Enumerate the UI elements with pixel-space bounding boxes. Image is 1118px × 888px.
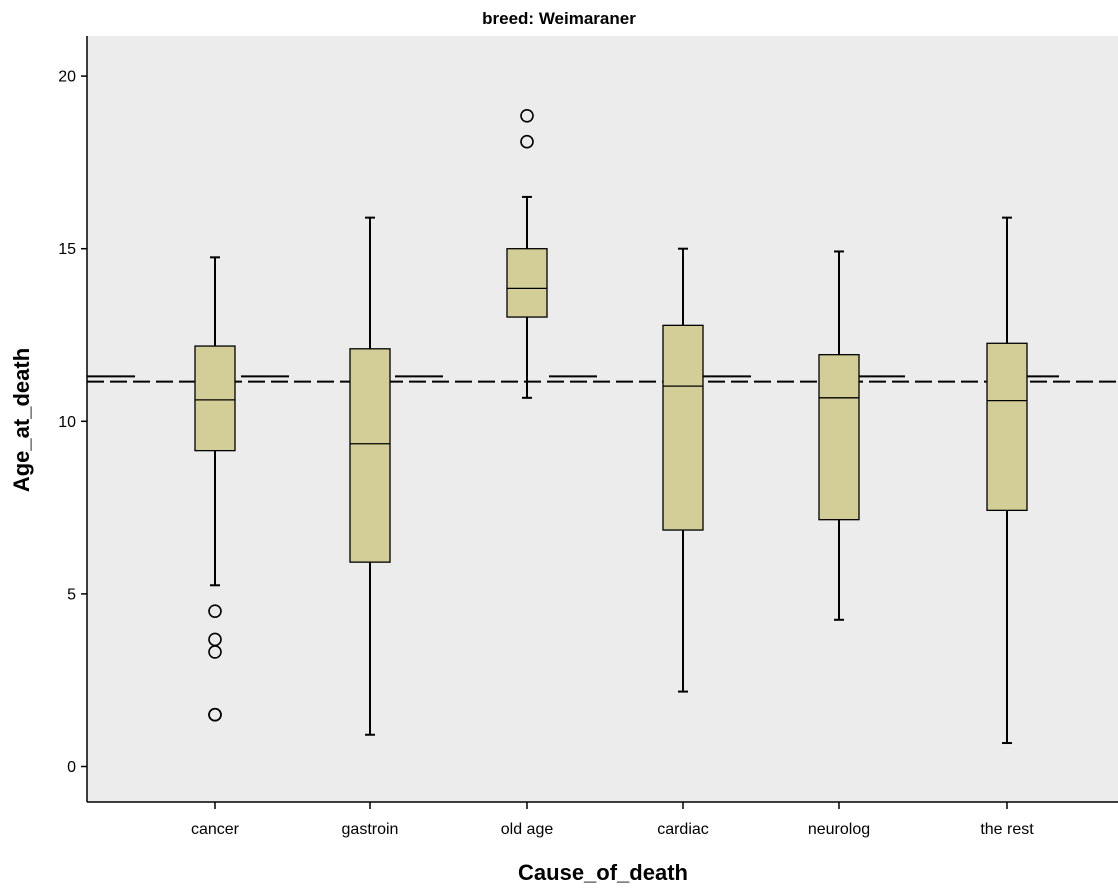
outlier-point	[208, 645, 222, 659]
box-iqr	[818, 354, 860, 521]
x-tick-label: the rest	[980, 821, 1034, 838]
y-axis-title: Age_at_death	[9, 348, 34, 492]
chart-title: breed: Weimaraner	[482, 9, 636, 28]
x-ticks: cancer gastroin old age cardiac neurolog the …	[191, 802, 1034, 838]
outlier-point	[520, 108, 534, 123]
x-axis-title: Cause_of_death	[518, 860, 688, 885]
x-tick-label: old age	[501, 821, 554, 838]
box-group	[194, 108, 1028, 745]
box-old-age	[506, 108, 548, 399]
outlier-point	[208, 707, 222, 722]
y-tick-label: 5	[67, 586, 76, 603]
y-ticks: 0 5 10 15 20	[58, 69, 87, 776]
box-the-rest	[986, 216, 1028, 745]
x-tick-label: gastroin	[342, 821, 399, 838]
box-gastroin	[349, 216, 391, 736]
x-tick-label: neurolog	[808, 821, 870, 838]
y-tick-label: 10	[58, 414, 76, 431]
box-cardiac	[662, 247, 704, 693]
y-tick-label: 15	[58, 241, 76, 258]
box-iqr	[349, 348, 391, 563]
reference-lines	[87, 375, 1118, 383]
axes	[86, 36, 1118, 803]
x-tick-label: cardiac	[657, 821, 709, 838]
box-iqr	[986, 342, 1028, 512]
outlier-point	[520, 134, 534, 149]
box-cancer	[194, 256, 236, 722]
y-tick-label: 20	[58, 69, 76, 86]
outlier-point	[208, 604, 222, 618]
y-tick-label: 0	[67, 759, 76, 776]
box-iqr	[506, 248, 548, 318]
plot-area	[87, 36, 1118, 802]
x-tick-label: cancer	[191, 821, 240, 838]
box-neurolog	[818, 250, 860, 621]
box-iqr	[662, 324, 704, 531]
box-iqr	[194, 345, 236, 452]
